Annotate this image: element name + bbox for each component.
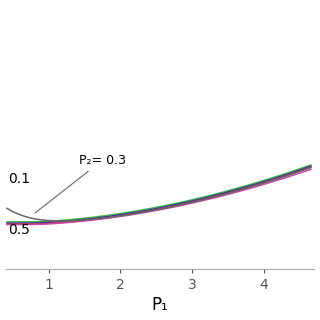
Text: 0.5: 0.5 xyxy=(8,223,29,237)
Text: 0.1: 0.1 xyxy=(8,172,30,186)
Text: P₂= 0.3: P₂= 0.3 xyxy=(35,154,126,213)
X-axis label: P₁: P₁ xyxy=(152,296,168,315)
